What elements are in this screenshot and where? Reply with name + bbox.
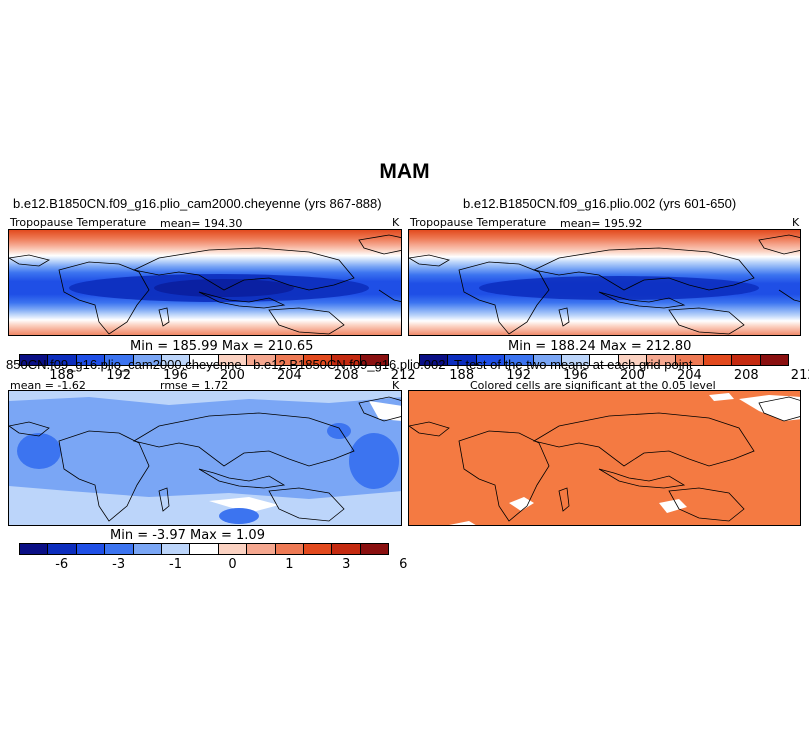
colorbar-cell xyxy=(20,544,49,554)
panel3-minmax-label: Min = -3.97 Max = 1.09 xyxy=(110,528,265,543)
panel1-colorbar xyxy=(19,354,389,366)
panel4-subtitle: Colored cells are significant at the 0.0… xyxy=(470,379,716,392)
panel3-colorbar xyxy=(19,543,389,555)
panel1-variable-label: Tropopause Temperature xyxy=(10,216,147,229)
figure-title: MAM xyxy=(379,160,430,183)
panel1-minmax-label: Min = 185.99 Max = 210.65 xyxy=(130,339,314,354)
colorbar-cell xyxy=(703,355,733,365)
panel3-mean-label: mean = -1.62 xyxy=(10,379,86,392)
colorbar-cell xyxy=(732,355,761,365)
panel3-coastlines xyxy=(9,396,401,522)
colorbar-tick-label: 204 xyxy=(676,368,702,383)
panel2-map xyxy=(408,229,801,336)
panel3-units-label: K xyxy=(392,379,400,392)
panel4-title: T-test of the two means at each grid poi… xyxy=(454,357,693,372)
colorbar-tick-label: 1 xyxy=(285,557,294,572)
colorbar-tick-label: 6 xyxy=(399,557,408,572)
colorbar-cell xyxy=(332,355,361,365)
panel4-coastlines xyxy=(409,396,800,522)
colorbar-tick-label: 204 xyxy=(276,368,302,383)
colorbar-tick-label: 188 xyxy=(449,368,475,383)
colorbar-cell xyxy=(533,355,562,365)
colorbar-tick-label: 200 xyxy=(620,368,645,383)
colorbar-tick-label: 208 xyxy=(333,368,359,383)
colorbar-tick-label: 188 xyxy=(49,368,75,383)
colorbar-cell xyxy=(505,355,534,365)
colorbar-cell xyxy=(275,355,304,365)
colorbar-cell xyxy=(133,355,162,365)
colorbar-tick-label: 3 xyxy=(342,557,351,572)
colorbar-cell xyxy=(48,544,77,554)
colorbar-cell xyxy=(247,355,276,365)
colorbar-cell xyxy=(105,355,134,365)
panel3-map xyxy=(8,390,402,526)
colorbar-tick-label: -3 xyxy=(112,557,126,572)
colorbar-cell xyxy=(448,355,477,365)
colorbar-cell xyxy=(218,355,248,365)
colorbar-cell xyxy=(105,544,134,554)
colorbar-cell xyxy=(675,355,704,365)
colorbar-cell xyxy=(647,355,676,365)
colorbar-cell xyxy=(590,355,619,365)
colorbar-tick-label: -1 xyxy=(169,557,183,572)
panel1-case-title: b.e12.B1850CN.f09_g16.plio_cam2000.cheye… xyxy=(13,196,382,211)
colorbar-cell xyxy=(420,355,449,365)
panel1-map xyxy=(8,229,402,336)
colorbar-cell xyxy=(360,544,389,554)
colorbar-cell xyxy=(561,355,591,365)
colorbar-cell xyxy=(332,544,361,554)
colorbar-cell xyxy=(303,544,333,554)
colorbar-cell xyxy=(275,544,304,554)
colorbar-tick-label: 208 xyxy=(733,368,759,383)
colorbar-tick-label: -6 xyxy=(55,557,69,572)
colorbar-cell xyxy=(247,544,276,554)
colorbar-tick-label: 196 xyxy=(563,368,588,383)
panel1-coastlines xyxy=(9,234,401,335)
panel2-units-label: K xyxy=(792,216,800,229)
colorbar-tick-label: 192 xyxy=(106,368,132,383)
colorbar-cell xyxy=(618,355,648,365)
colorbar-cell xyxy=(161,355,191,365)
panel2-case-title: b.e12.B1850CN.f09_g16.plio.002 (yrs 601-… xyxy=(463,196,737,211)
panel1-units-label: K xyxy=(392,216,400,229)
colorbar-tick-label: 212 xyxy=(390,368,416,383)
panel2-variable-label: Tropopause Temperature xyxy=(410,216,547,229)
colorbar-cell xyxy=(161,544,191,554)
colorbar-cell xyxy=(218,544,248,554)
colorbar-cell xyxy=(20,355,49,365)
colorbar-cell xyxy=(76,544,106,554)
panel2-coastlines xyxy=(409,234,800,335)
panel2-colorbar xyxy=(419,354,789,366)
colorbar-cell xyxy=(190,355,219,365)
panel2-minmax-label: Min = 188.24 Max = 212.80 xyxy=(508,339,692,354)
colorbar-cell xyxy=(360,355,389,365)
colorbar-cell xyxy=(760,355,789,365)
panel3-case-title: 850CN.f09_g16.plio_cam2000.cheyenne - b.… xyxy=(6,357,446,372)
colorbar-cell xyxy=(76,355,106,365)
colorbar-cell xyxy=(133,544,162,554)
colorbar-tick-label: 212 xyxy=(790,368,809,383)
colorbar-tick-label: 196 xyxy=(163,368,188,383)
panel3-rmse-label: rmse = 1.72 xyxy=(160,379,229,392)
panel4-map xyxy=(408,390,801,526)
colorbar-cell xyxy=(48,355,77,365)
panel1-mean-label: mean= 194.30 xyxy=(160,217,243,230)
colorbar-cell xyxy=(303,355,333,365)
panel2-mean-label: mean= 195.92 xyxy=(560,217,643,230)
colorbar-cell xyxy=(476,355,506,365)
colorbar-tick-label: 192 xyxy=(506,368,532,383)
colorbar-tick-label: 0 xyxy=(228,557,237,572)
colorbar-cell xyxy=(190,544,219,554)
colorbar-tick-label: 200 xyxy=(220,368,245,383)
